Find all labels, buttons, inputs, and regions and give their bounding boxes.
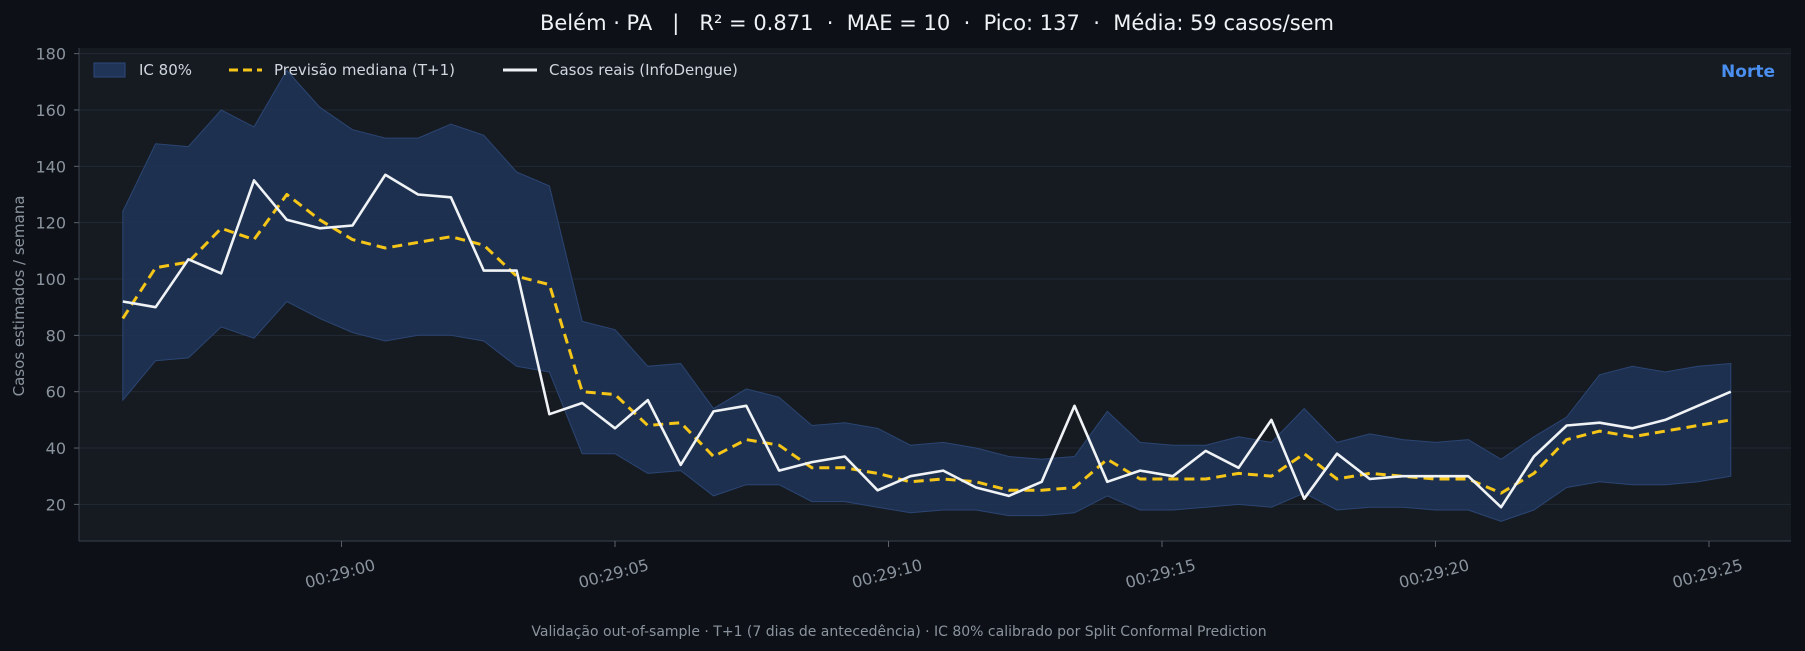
legend: IC 80% Previsão mediana (T+1) Casos reai… [93, 61, 738, 79]
actual-cases-layer [122, 173, 1732, 509]
y-tick-label: 140 [35, 157, 66, 176]
y-tick-label: 80 [46, 326, 66, 345]
footer-note: Validação out-of-sample · T+1 (7 dias de… [531, 624, 1266, 640]
median-forecast-layer [121, 193, 1732, 495]
legend-label-actual: Casos reais (InfoDengue) [549, 61, 738, 79]
y-axis-label: Casos estimados / semana [10, 196, 28, 397]
y-tick-label: 120 [35, 214, 66, 233]
legend-label-median: Previsão mediana (T+1) [274, 61, 455, 79]
y-tick-label: 160 [35, 101, 66, 120]
legend-swatch-band [93, 62, 126, 78]
chart-title: Belém · PA | R² = 0.871 · MAE = 10 · Pic… [540, 11, 1334, 36]
y-tick-label: 40 [46, 439, 66, 458]
y-tick-label: 100 [35, 270, 66, 289]
y-tick-label: 180 [35, 45, 66, 64]
confidence-band-area [122, 69, 1732, 522]
region-label: Norte [1721, 62, 1775, 82]
y-tick-label: 60 [46, 383, 66, 402]
median-forecast-line [121, 193, 1732, 495]
legend-label-band: IC 80% [139, 61, 192, 79]
y-tick-label: 20 [46, 495, 66, 514]
y-tick-layer: 20 40 60 80 100 120 140 160 180 [35, 45, 79, 514]
confidence-band-layer [122, 69, 1732, 522]
actual-cases-line [122, 173, 1732, 509]
